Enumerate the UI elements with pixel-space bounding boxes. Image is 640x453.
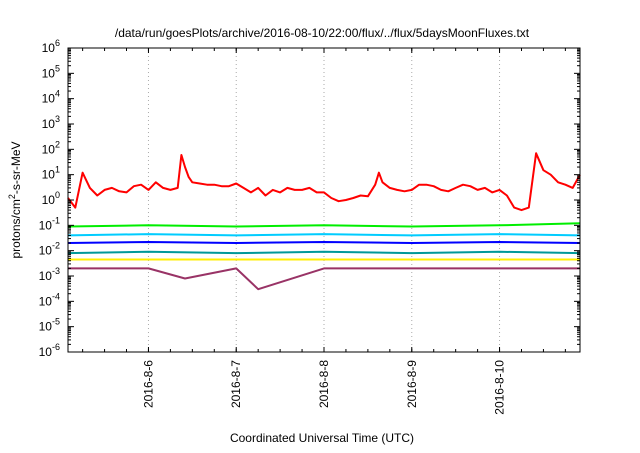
y-tick-label: 10-2 [39, 241, 60, 258]
y-axis-label-suffix: -s-sr-MeV [9, 141, 23, 194]
y-tick-label-base: 10 [42, 117, 56, 131]
y-tick-label: 10-1 [39, 215, 60, 232]
y-tick-label: 10-4 [39, 291, 60, 308]
y-tick-label-base: 10 [39, 218, 53, 232]
x-tick-label: 2016-8-7 [229, 360, 243, 408]
y-tick-label-base: 10 [42, 168, 56, 182]
x-tick-label: 2016-8-8 [317, 360, 331, 408]
y-tick-label-base: 10 [42, 41, 56, 55]
y-tick-label-base: 10 [42, 92, 56, 106]
y-tick-label-base: 10 [42, 193, 56, 207]
y-axis-label: protons/cm2-s-sr-MeV [7, 141, 23, 258]
y-tick-label-base: 10 [39, 244, 53, 258]
series-line-6 [68, 267, 580, 291]
y-tick-label-base: 10 [39, 320, 53, 334]
y-tick-label-base: 10 [39, 294, 53, 308]
y-axis-label-superscript: 2 [7, 194, 17, 199]
y-tick-label-power: 3 [55, 114, 60, 124]
x-axis: 2016-8-6 2016-8-7 2016-8-8 2016-8-9 2016-8-1… [82, 48, 566, 415]
y-tick-label-power: -2 [52, 241, 60, 251]
y-tick-label: 10-6 [39, 342, 60, 359]
y-tick-label-power: 6 [55, 38, 60, 48]
chart-title: /data/run/goesPlots/archive/2016-08-10/2… [115, 26, 530, 40]
y-tick-label: 106 [42, 38, 60, 55]
y-tick-label-power: -1 [52, 215, 60, 225]
y-tick-label-base: 10 [39, 345, 53, 359]
y-tick-label-power: -4 [52, 291, 60, 301]
y-tick-label: 104 [42, 89, 60, 106]
y-tick-label-power: 4 [55, 89, 60, 99]
y-tick-label: 101 [42, 165, 60, 182]
y-tick-label-power: -6 [52, 342, 60, 352]
y-tick-label-base: 10 [39, 269, 53, 283]
y-tick-label: 10-5 [39, 317, 60, 334]
x-axis-label: Coordinated Universal Time (UTC) [230, 431, 414, 445]
y-tick-label-base: 10 [42, 66, 56, 80]
x-tick-label: 2016-8-10 [493, 360, 507, 415]
y-tick-label-power: 5 [55, 63, 60, 73]
x-tick-label: 2016-8-9 [405, 360, 419, 408]
y-tick-label: 10-3 [39, 266, 60, 283]
y-tick-label-power: 1 [55, 165, 60, 175]
y-axis-label-prefix: protons/cm [9, 199, 23, 258]
series-line-4 [67, 250, 581, 255]
y-tick-label-power: -5 [52, 317, 60, 327]
y-tick-label: 103 [42, 114, 60, 131]
series-layer [67, 152, 581, 291]
series-line-2 [67, 233, 581, 237]
series-line-1 [67, 222, 581, 228]
y-tick-label-power: 2 [55, 139, 60, 149]
y-tick-label-base: 10 [42, 142, 56, 156]
y-tick-label-power: 0 [55, 190, 60, 200]
series-line-0 [67, 152, 581, 212]
y-axis: 10-610-510-410-310-210-11001011021031041… [39, 38, 580, 359]
y-tick-label-power: -3 [52, 266, 60, 276]
y-tick-label: 105 [42, 63, 60, 80]
x-tick-label: 2016-8-6 [141, 360, 155, 408]
grid-layer [147, 48, 501, 352]
y-tick-label: 102 [42, 139, 60, 156]
y-tick-label: 100 [42, 190, 60, 207]
series-line-3 [67, 241, 581, 244]
